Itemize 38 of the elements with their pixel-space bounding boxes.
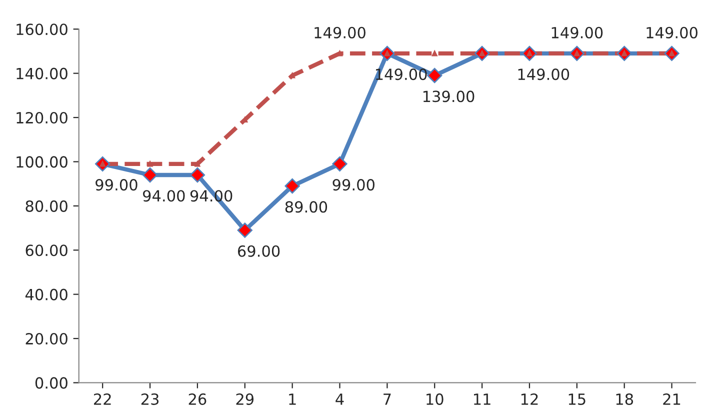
- point: [237, 222, 252, 238]
- point: [190, 167, 206, 183]
- x-tick-label: 18: [616, 393, 634, 405]
- x-tick-label: 1: [289, 394, 296, 405]
- data-label: 89.00: [285, 201, 328, 213]
- x-tick-label: 7: [384, 394, 391, 405]
- data-label: 149.00: [518, 68, 570, 80]
- data-label: 149.00: [552, 26, 603, 38]
- point: [142, 167, 158, 183]
- x-tick-label: 15: [568, 394, 586, 405]
- x-tick-label: 29: [236, 393, 254, 405]
- data-label: 99.00: [332, 179, 374, 191]
- x-tick-label: 12: [521, 393, 538, 405]
- x-tick-label: 10: [426, 393, 444, 405]
- y-tick-label: 40.00: [25, 288, 68, 300]
- y-tick-label: 100.00: [16, 156, 68, 168]
- x-tick-label: 22: [94, 393, 111, 405]
- data-label: 139.00: [423, 90, 474, 102]
- y-tick-label: 20.00: [26, 332, 68, 345]
- x-tick-label: 11: [474, 394, 490, 405]
- point: [427, 68, 442, 84]
- data-label: 94.00: [143, 190, 185, 202]
- data-label: 149.00: [314, 26, 366, 38]
- y-tick-label: 0.00: [35, 377, 68, 389]
- x-tick-label: 23: [141, 393, 159, 405]
- point: [284, 178, 300, 194]
- point: [332, 156, 348, 172]
- x-tick-label: 21: [663, 393, 680, 405]
- x-tick-label: 26: [188, 393, 206, 405]
- data-label: 99.00: [96, 179, 138, 191]
- data-label: 149.00: [646, 26, 698, 38]
- y-tick-label: 140.00: [16, 68, 68, 80]
- y-tick-label: 160.00: [16, 24, 68, 36]
- data-label: 69.00: [238, 245, 280, 257]
- y-tick-label: 80.00: [26, 200, 68, 212]
- x-tick-label: 4: [336, 394, 344, 405]
- y-tick-label: 120.00: [16, 112, 68, 124]
- y-tick-label: 60.00: [26, 244, 68, 256]
